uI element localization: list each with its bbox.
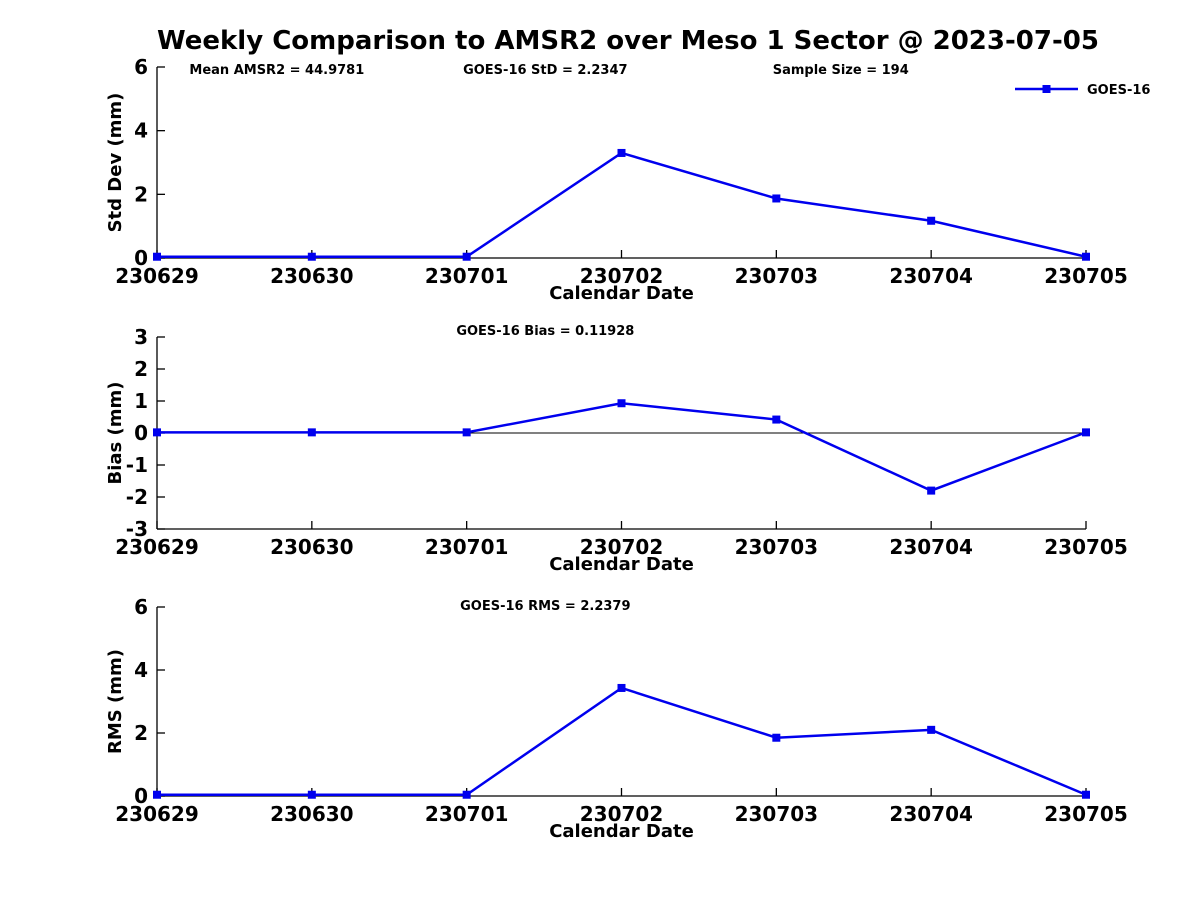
data-marker — [1082, 252, 1090, 261]
data-marker — [153, 790, 161, 799]
x-tick-label: 230629 — [115, 802, 199, 826]
data-marker — [927, 216, 936, 225]
x-tick-label: 230703 — [735, 535, 819, 559]
data-marker — [462, 252, 471, 261]
data-marker — [462, 428, 471, 437]
data-marker — [153, 252, 161, 261]
x-tick-label: 230629 — [115, 535, 199, 559]
data-marker — [307, 428, 316, 437]
data-marker — [153, 428, 161, 437]
x-tick-label: 230701 — [425, 802, 509, 826]
y-tick-label: 2 — [134, 182, 148, 206]
data-marker — [927, 486, 936, 495]
x-tick-label: 230705 — [1044, 802, 1128, 826]
x-tick-label: 230701 — [425, 264, 509, 288]
x-tick-label: 230702 — [580, 802, 664, 826]
data-marker — [927, 725, 936, 734]
y-tick-label: 0 — [134, 246, 148, 270]
x-axis-label: Calendar Date — [549, 283, 694, 304]
stat-annotation: Sample Size = 194 — [773, 63, 909, 78]
x-tick-label: 230703 — [735, 802, 819, 826]
data-marker — [1082, 428, 1090, 437]
x-tick-label: 230702 — [580, 264, 664, 288]
data-marker — [772, 194, 781, 203]
x-tick-label: 230704 — [889, 802, 973, 826]
y-tick-label: 2 — [134, 721, 148, 745]
y-tick-label: -3 — [126, 517, 148, 541]
y-tick-label: 6 — [134, 595, 148, 619]
data-marker — [307, 252, 316, 261]
y-tick-label: 4 — [134, 119, 148, 143]
y-tick-label: 4 — [134, 658, 148, 682]
data-line — [157, 686, 1087, 796]
legend-marker — [1042, 85, 1051, 93]
y-axis-label: Std Dev (mm) — [105, 93, 126, 233]
x-tick-label: 230705 — [1044, 264, 1128, 288]
data-marker — [617, 399, 626, 408]
y-tick-label: 1 — [134, 389, 148, 413]
stat-annotation: GOES-16 Bias = 0.11928 — [456, 324, 634, 339]
x-tick-label: 230704 — [889, 535, 973, 559]
y-tick-label: 6 — [134, 55, 148, 79]
y-tick-label: 0 — [134, 784, 148, 808]
stat-annotation: Mean AMSR2 = 44.9781 — [189, 63, 364, 78]
x-axis-label: Calendar Date — [549, 821, 694, 842]
x-tick-label: 230703 — [735, 264, 819, 288]
x-tick-label: 230630 — [270, 802, 354, 826]
y-tick-label: -1 — [126, 453, 148, 477]
y-tick-label: 0 — [134, 421, 148, 445]
x-tick-label: 230704 — [889, 264, 973, 288]
stat-annotation: GOES-16 RMS = 2.2379 — [460, 599, 630, 614]
figure-title: Weekly Comparison to AMSR2 over Meso 1 S… — [157, 26, 1099, 56]
x-axis-label: Calendar Date — [549, 554, 694, 575]
data-marker — [772, 733, 781, 742]
y-axis-label: Bias (mm) — [105, 382, 126, 485]
data-marker — [1082, 790, 1090, 799]
data-marker — [307, 790, 316, 799]
x-tick-label: 230702 — [580, 535, 664, 559]
y-tick-label: 2 — [134, 357, 148, 381]
data-line — [157, 151, 1087, 258]
y-tick-label: -2 — [126, 485, 148, 509]
data-line — [157, 401, 1087, 492]
x-tick-label: 230705 — [1044, 535, 1128, 559]
x-tick-label: 230701 — [425, 535, 509, 559]
y-tick-label: 3 — [134, 325, 148, 349]
data-marker — [617, 683, 626, 692]
data-marker — [772, 415, 781, 424]
y-axis-label: RMS (mm) — [105, 649, 126, 754]
x-tick-label: 230630 — [270, 535, 354, 559]
stat-annotation: GOES-16 StD = 2.2347 — [463, 63, 627, 78]
data-marker — [617, 148, 626, 157]
legend-label: GOES-16 — [1087, 83, 1150, 98]
data-marker — [462, 790, 471, 799]
x-tick-label: 230629 — [115, 264, 199, 288]
x-tick-label: 230630 — [270, 264, 354, 288]
